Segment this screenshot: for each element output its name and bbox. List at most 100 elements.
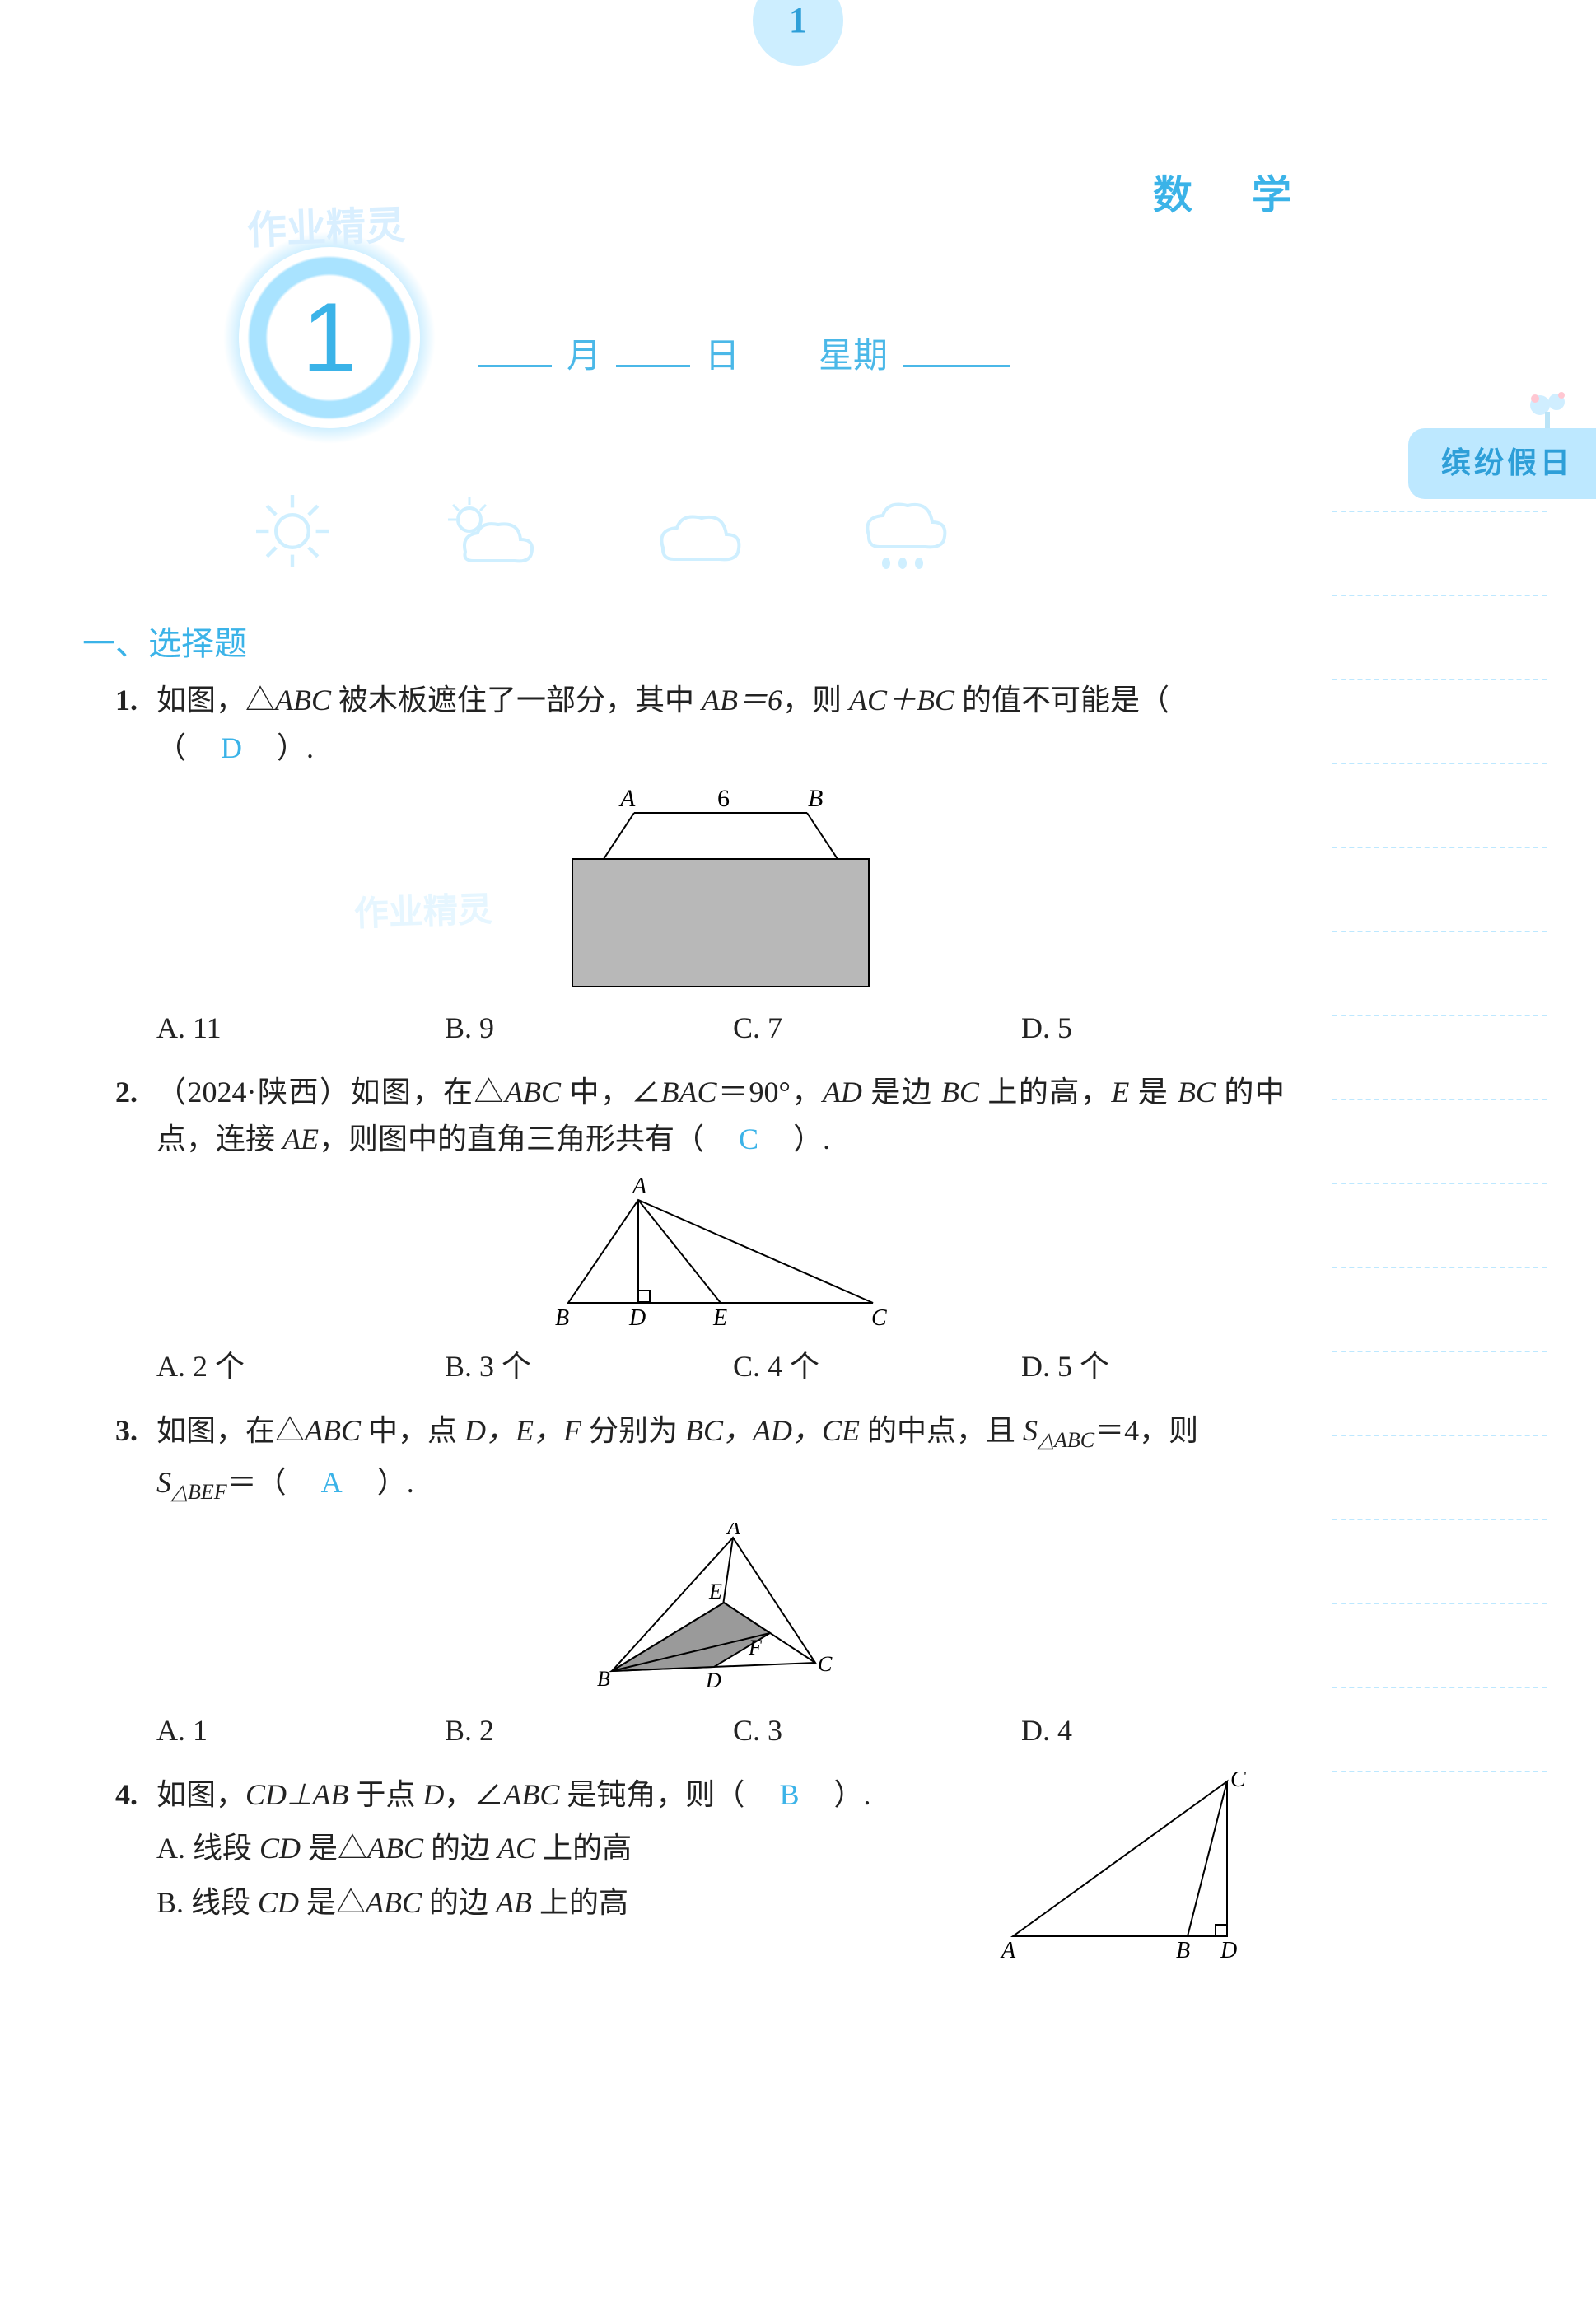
day-label: 日	[705, 329, 740, 385]
q1-fig-label-B: B	[808, 785, 823, 812]
cloud-icon[interactable]	[642, 490, 749, 587]
content-area: 一、选择题 1. 如图，△ABC 被木板遮住了一部分，其中 AB＝6，则 AC＋…	[82, 618, 1285, 2000]
q3-opt-C[interactable]: C. 3	[733, 1707, 996, 1755]
q1-eq2: AC＋BC	[849, 684, 954, 717]
q1-options: A. 11 B. 9 C. 7 D. 5	[156, 1005, 1285, 1053]
q3-opt-D[interactable]: D. 4	[1021, 1707, 1285, 1755]
q3-answer: A	[316, 1466, 348, 1499]
svg-text:C: C	[871, 1305, 887, 1331]
q4-t4: 是钝角，则（	[559, 1778, 744, 1811]
q1-opt-C[interactable]: C. 7	[733, 1005, 996, 1053]
q4B-6: AB	[496, 1886, 532, 1919]
q4B-2: CD	[258, 1886, 299, 1919]
q1-opt-A[interactable]: A. 11	[156, 1005, 420, 1053]
q4A-2: CD	[259, 1832, 301, 1865]
week-blank[interactable]	[903, 338, 1010, 367]
q3-s2sub: △BEF	[171, 1480, 227, 1504]
q4-figure: C A B D	[996, 1772, 1285, 1984]
question-4: 4. 如图，CD⊥AB 于点 D，∠ABC 是钝角，则（ B ）. A. 线段 …	[82, 1772, 1285, 1984]
svg-text:B: B	[555, 1305, 569, 1331]
q3-text: 如图，在△ABC 中，点 D，E，F 分别为 BC，AD，CE 的中点，且 S△…	[156, 1407, 1285, 1511]
q4A-4: ABC	[367, 1832, 423, 1865]
q3-t4: 的中点，且	[860, 1414, 1023, 1447]
day-number: 1	[302, 259, 357, 417]
rain-cloud-icon[interactable]	[848, 486, 955, 591]
q2-number: 2.	[115, 1069, 138, 1117]
q4A-1: A. 线段	[156, 1832, 259, 1865]
q4A-6: AC	[497, 1832, 535, 1865]
sidebar-notes-lines	[1332, 511, 1547, 1772]
subject-label: 数 学	[1153, 165, 1316, 228]
svg-text:C: C	[1230, 1772, 1246, 1792]
q1-close: ）.	[277, 731, 314, 764]
q3-s1sub: △ABC	[1038, 1428, 1094, 1452]
q2-t1: （2024·陕西）如图，在△	[156, 1076, 505, 1109]
q1-figure: A 6 B	[156, 783, 1285, 993]
q4-t3: ，∠	[444, 1778, 503, 1811]
q3-pts: D，E，F	[464, 1414, 581, 1447]
q2-close: ）.	[793, 1123, 830, 1155]
q1-t4: 的值不可能是（	[954, 684, 1169, 717]
q3-t1: 如图，在△	[156, 1414, 305, 1447]
month-label: 月	[567, 329, 601, 385]
q3-s1r: ＝4	[1094, 1414, 1139, 1447]
q2-opt-B[interactable]: B. 3 个	[445, 1343, 708, 1391]
q3-number: 3.	[115, 1407, 138, 1455]
q1-opt-B[interactable]: B. 9	[445, 1005, 708, 1053]
sidebar-tag: 缤纷假日	[1408, 428, 1596, 499]
q1-fig-label-A: A	[618, 785, 636, 812]
svg-text:E: E	[712, 1305, 727, 1331]
svg-text:D: D	[1220, 1938, 1237, 1963]
q1-t3: ，则	[782, 684, 849, 717]
q2-tri: ABC	[505, 1076, 561, 1109]
svg-text:E: E	[708, 1580, 722, 1603]
q4B-7: 上的高	[532, 1886, 628, 1919]
q4-text: 如图，CD⊥AB 于点 D，∠ABC 是钝角，则（ B ）.	[156, 1772, 980, 1819]
month-blank[interactable]	[478, 338, 552, 367]
q2-t6: 是	[1129, 1076, 1178, 1109]
q2-opt-A[interactable]: A. 2 个	[156, 1343, 420, 1391]
q2-t3: ＝90°，	[716, 1076, 822, 1109]
svg-text:B: B	[1176, 1938, 1190, 1963]
q2-opt-D[interactable]: D. 5 个	[1021, 1343, 1285, 1391]
q3-opt-B[interactable]: B. 2	[445, 1707, 708, 1755]
q4-t2: 于点	[348, 1778, 422, 1811]
q1-number: 1.	[115, 677, 138, 725]
q4-number: 4.	[115, 1772, 138, 1819]
q4-opt-A[interactable]: A. 线段 CD 是△ABC 的边 AC 上的高	[156, 1825, 980, 1873]
q2-opt-C[interactable]: C. 4 个	[733, 1343, 996, 1391]
page-number: 1	[753, 0, 843, 66]
q3-opt-A[interactable]: A. 1	[156, 1707, 420, 1755]
q2-t5: 上的高，	[979, 1076, 1112, 1109]
q2-t4: 是边	[862, 1076, 941, 1109]
q2-e4: BC	[1178, 1076, 1216, 1109]
svg-text:D: D	[628, 1305, 646, 1331]
q1-opt-D[interactable]: D. 5	[1021, 1005, 1285, 1053]
svg-text:D: D	[705, 1669, 721, 1692]
sun-cloud-icon[interactable]	[436, 490, 544, 587]
q4-answer: B	[774, 1778, 804, 1811]
q4-opt-B[interactable]: B. 线段 CD 是△ABC 的边 AB 上的高	[156, 1879, 980, 1927]
q4-t1: 如图，	[156, 1778, 245, 1811]
q2-e2: BC	[941, 1076, 979, 1109]
section-title: 一、选择题	[82, 618, 1285, 670]
sun-icon[interactable]	[247, 486, 338, 591]
q1-text: 如图，△ABC 被木板遮住了一部分，其中 AB＝6，则 AC＋BC 的值不可能是…	[156, 677, 1285, 772]
q2-answer: C	[734, 1123, 763, 1155]
svg-text:F: F	[748, 1636, 763, 1659]
q4-e1: CD⊥AB	[245, 1778, 348, 1811]
q4-close: ）.	[833, 1778, 870, 1811]
q1-answer: D	[216, 731, 247, 764]
q3-tri: ABC	[305, 1414, 361, 1447]
q3-s2: S	[156, 1466, 171, 1499]
q3-close: ）.	[377, 1466, 414, 1499]
day-blank[interactable]	[616, 338, 690, 367]
q2-t8: ，则图中的直角三角形共有（	[319, 1123, 704, 1155]
q1-t2: 被木板遮住了一部分，其中	[331, 684, 702, 717]
q4B-3: 是△	[299, 1886, 366, 1919]
q4-pt: D	[422, 1778, 444, 1811]
svg-text:A: A	[631, 1175, 647, 1199]
day-badge: 1	[239, 247, 420, 428]
q3-figure: A B C D E F	[156, 1523, 1285, 1696]
q1-fig-label-6: 6	[717, 785, 730, 812]
